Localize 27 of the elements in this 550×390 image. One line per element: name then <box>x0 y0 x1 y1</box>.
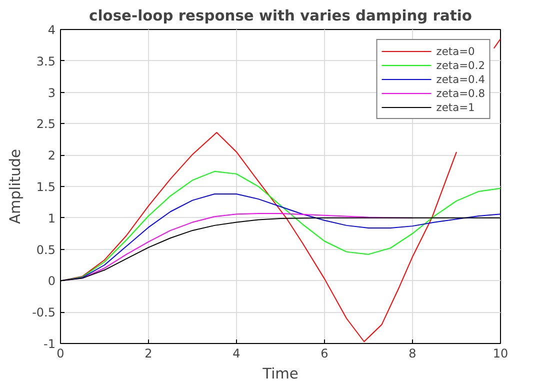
y-tick-label: 4 <box>48 23 56 37</box>
y-tick-label: -1 <box>44 337 56 351</box>
legend-label: zeta=0.2 <box>436 58 485 72</box>
x-tick-label: 4 <box>232 346 240 360</box>
x-tick-label: 10 <box>492 346 508 360</box>
line-series <box>60 194 500 282</box>
y-tick-label: 3 <box>48 86 56 100</box>
x-tick-label: 2 <box>144 346 152 360</box>
legend-label: zeta=0 <box>436 44 475 58</box>
y-tick-label: -0.5 <box>32 306 56 320</box>
legend-label: zeta=1 <box>436 100 475 114</box>
y-tick-label: 0.5 <box>36 242 56 257</box>
x-tick-label: 0 <box>56 346 64 360</box>
legend-label: zeta=0.4 <box>436 72 485 86</box>
line-series <box>60 170 500 282</box>
x-tick-label: 6 <box>320 346 328 360</box>
y-axis-title: Amplitude <box>7 148 24 224</box>
x-axis-title: Time <box>262 366 298 382</box>
y-tick-label: 2.5 <box>36 117 56 132</box>
legend-label: zeta=0.8 <box>436 86 485 100</box>
chart-title: close-loop response with varies damping ratio <box>89 8 472 24</box>
y-tick-label: 1 <box>48 211 56 226</box>
y-tick-label: 0 <box>48 274 56 288</box>
y-tick-label: 2 <box>48 148 56 163</box>
x-tick-label: 8 <box>408 346 416 360</box>
y-tick-label: 3.5 <box>36 54 56 68</box>
y-tick-label: 1.5 <box>36 180 56 194</box>
